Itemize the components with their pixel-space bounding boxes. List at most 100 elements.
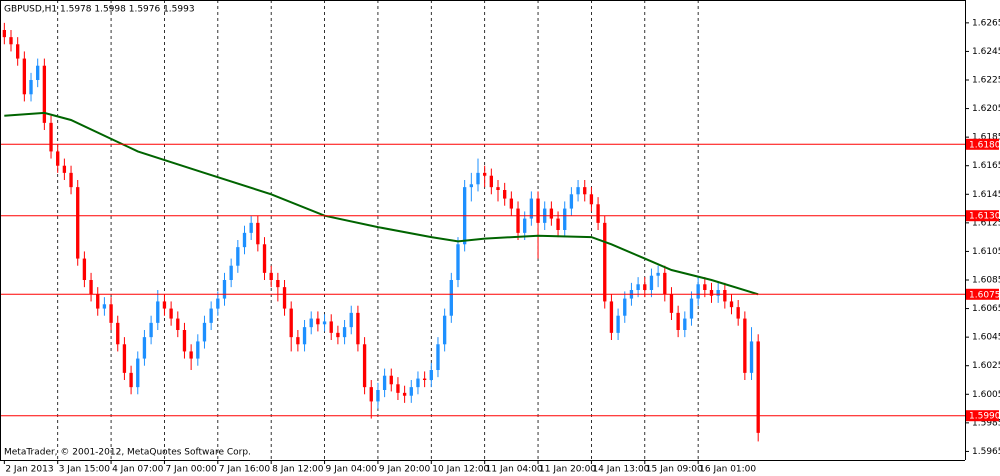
moving-average xyxy=(4,111,759,296)
candle-body xyxy=(536,198,540,223)
candle-body xyxy=(9,37,13,45)
y-tick-label: 1.6245 xyxy=(972,47,1000,57)
candle-body xyxy=(636,284,640,290)
candle-body xyxy=(16,44,20,59)
candle-body xyxy=(596,204,600,223)
candle-body xyxy=(302,327,307,345)
candle-body xyxy=(142,337,147,359)
marks xyxy=(1,22,965,442)
y-tick-label: 1.6165 xyxy=(972,161,1000,171)
level-price-box xyxy=(966,138,999,150)
candle-body xyxy=(89,280,93,295)
candle-body xyxy=(489,175,494,188)
x-tick-label: 14 Jan 13:00 xyxy=(592,465,649,475)
x-tick-label: 2 Jan 2013 xyxy=(5,465,53,475)
x-tick-label: 9 Jan 20:00 xyxy=(379,465,431,475)
candle-body xyxy=(349,312,353,328)
candle-body xyxy=(262,244,267,273)
candle-body xyxy=(182,330,187,352)
candle-body xyxy=(156,301,160,323)
candle-body xyxy=(62,165,67,173)
y-tick-label: 1.6045 xyxy=(972,333,1000,343)
candle-body xyxy=(696,284,700,299)
y-tick-label: 1.6225 xyxy=(972,76,1000,86)
candle-body xyxy=(122,344,127,373)
candle-body xyxy=(216,298,220,309)
x-tick-label: 11 Jan 20:00 xyxy=(539,465,596,475)
candle-body xyxy=(242,232,247,248)
candle-body xyxy=(709,290,714,296)
x-tick-label: 8 Jan 12:00 xyxy=(272,465,324,475)
y-tick-label: 1.6065 xyxy=(972,304,1000,314)
x-tick-label: 11 Jan 04:00 xyxy=(486,465,543,475)
y-tick-label: 1.6105 xyxy=(972,247,1000,257)
candle-body xyxy=(549,208,554,219)
candle-body xyxy=(56,151,60,166)
candle-body xyxy=(429,370,433,380)
candle-body xyxy=(723,290,727,302)
candle-body xyxy=(422,378,427,380)
candle-body xyxy=(436,344,440,370)
candle-body xyxy=(716,290,720,296)
candle-body xyxy=(222,280,227,299)
candle-body xyxy=(29,80,33,95)
candle-body xyxy=(389,375,393,385)
candle-body xyxy=(336,332,340,338)
chart-title: GBPUSD,H1 1.5978 1.5998 1.5976 1.5993 xyxy=(4,5,195,15)
candle-body xyxy=(449,280,453,316)
candle-body xyxy=(136,358,140,388)
candle-body xyxy=(729,301,734,308)
candle-body xyxy=(329,321,333,333)
candle-body xyxy=(689,298,694,319)
candle-body xyxy=(269,272,273,280)
candle-body xyxy=(362,344,367,388)
candle-body xyxy=(116,322,120,345)
x-tick-label: 7 Jan 16:00 xyxy=(219,465,271,475)
candle-body xyxy=(382,375,387,390)
candle-body xyxy=(356,312,360,345)
x-tick-label: 3 Jan 15:00 xyxy=(59,465,111,475)
y-tick-label: 1.6125 xyxy=(972,218,1000,228)
candle-body xyxy=(442,315,447,345)
candle-body xyxy=(209,308,213,323)
candle-body xyxy=(256,222,260,245)
candle-body xyxy=(529,198,534,219)
level-price-box xyxy=(966,410,999,422)
candle-body xyxy=(736,307,740,319)
candle-body xyxy=(756,341,760,433)
candle-body xyxy=(396,384,400,393)
candle-body xyxy=(676,312,680,330)
candle-body xyxy=(569,194,574,209)
y-tick-label: 1.6265 xyxy=(972,18,1000,28)
candle-body xyxy=(523,218,527,233)
candle-body xyxy=(409,387,413,396)
level-price-label: 1.5990 xyxy=(969,412,1000,422)
candle-body xyxy=(102,304,107,309)
candle-body xyxy=(669,294,674,313)
candle-body xyxy=(296,337,300,345)
candle-body xyxy=(496,187,500,190)
candle-body xyxy=(169,308,173,319)
candle-body xyxy=(249,222,253,233)
candle-body xyxy=(623,298,627,316)
candle-body xyxy=(236,247,240,266)
grid xyxy=(3,0,969,464)
x-tick-label: 10 Jan 12:00 xyxy=(432,465,489,475)
candle-body xyxy=(189,351,193,359)
candle-body xyxy=(202,322,207,342)
level-price-label: 1.6180 xyxy=(969,140,1000,150)
x-tick-label: 9 Jan 04:00 xyxy=(326,465,378,475)
y-tick-label: 1.6025 xyxy=(972,361,1000,371)
x-tick-label: 4 Jan 07:00 xyxy=(112,465,164,475)
candle-body xyxy=(656,272,660,276)
candle-body xyxy=(649,275,654,290)
candle-body xyxy=(416,378,420,388)
level-price-box xyxy=(966,210,999,222)
candle-body xyxy=(376,390,380,402)
candle-body xyxy=(509,198,514,209)
candle-body xyxy=(603,222,607,302)
candle-body xyxy=(2,30,7,38)
candle-body xyxy=(322,321,327,325)
candle-body xyxy=(469,184,473,188)
